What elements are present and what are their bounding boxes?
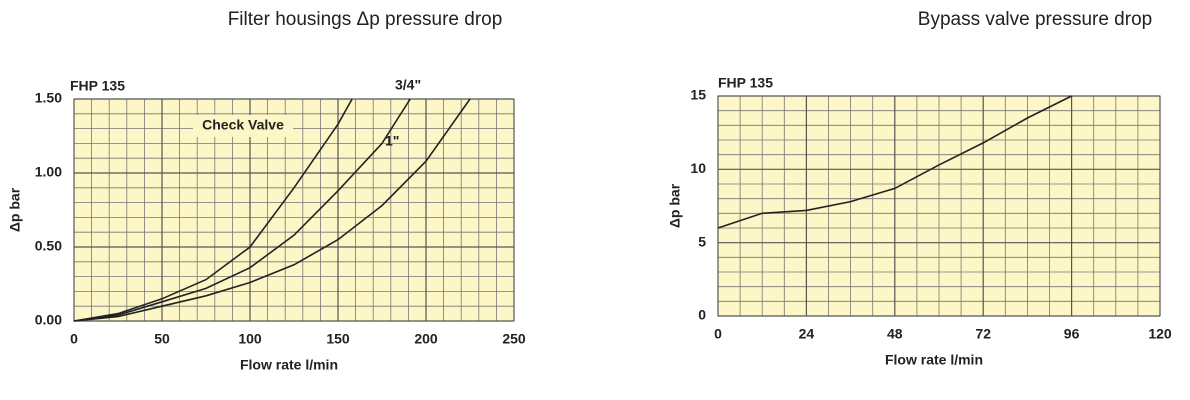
y-tick-label: 15 (690, 87, 706, 103)
data-line (73, 98, 471, 322)
x-tick-label: 250 (502, 331, 526, 347)
x-tick-label: 72 (975, 326, 991, 342)
y-tick-label: 0 (698, 307, 706, 323)
chart-title: Bypass valve pressure drop (918, 9, 1152, 30)
x-tick-label: 120 (1148, 326, 1172, 342)
x-tick-label: 150 (326, 331, 350, 347)
x-tick-label: 100 (238, 331, 262, 347)
x-tick-label: 0 (714, 326, 722, 342)
plot-area (73, 98, 515, 322)
data-line (73, 98, 353, 322)
chart-subtitle: FHP 135 (70, 78, 125, 94)
annotation-box (193, 115, 293, 137)
series-label: 3/4" (395, 77, 421, 93)
data-line (717, 95, 1072, 229)
annotation: Check Valve (202, 117, 284, 133)
x-tick-label: 50 (154, 331, 170, 347)
y-tick-label: 1.00 (35, 164, 62, 180)
x-tick-label: 48 (887, 326, 903, 342)
y-axis-label: Δp bar (667, 183, 683, 228)
x-tick-label: 200 (414, 331, 438, 347)
x-tick-label: 24 (799, 326, 815, 342)
chart-title: Filter housings Δp pressure drop (228, 9, 503, 30)
x-tick-label: 0 (70, 331, 78, 347)
x-tick-label: 96 (1064, 326, 1080, 342)
y-tick-label: 1.50 (35, 90, 62, 106)
y-tick-label: 5 (698, 233, 706, 249)
y-tick-label: 0.00 (35, 312, 62, 328)
x-axis-label: Flow rate l/min (240, 357, 338, 373)
chart-subtitle: FHP 135 (718, 75, 773, 91)
y-axis-label: Δp bar (7, 187, 23, 232)
y-tick-label: 10 (690, 160, 706, 176)
x-axis-label: Flow rate l/min (885, 352, 983, 368)
data-line (73, 98, 411, 322)
y-tick-label: 0.50 (35, 238, 62, 254)
series-label: 1" (385, 133, 399, 149)
